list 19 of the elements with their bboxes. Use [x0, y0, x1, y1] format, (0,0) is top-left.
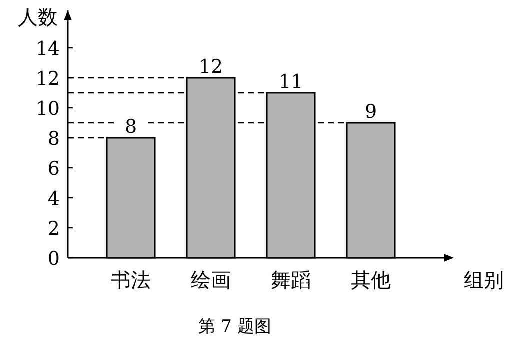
x-tick-label: 绘画 — [191, 268, 231, 292]
data-label: 11 — [278, 71, 304, 93]
x-tick-label: 书法 — [111, 268, 151, 292]
x-tick-label: 其他 — [351, 268, 391, 292]
data-label: 9 — [364, 101, 378, 123]
y-tick-label: 6 — [48, 158, 60, 180]
y-tick-label: 14 — [36, 38, 60, 60]
y-tick-label: 4 — [48, 188, 60, 210]
y-tick-label: 10 — [36, 98, 60, 120]
y-tick-label: 2 — [48, 218, 60, 240]
y-tick-label: 8 — [48, 128, 60, 150]
y-tick-label: 12 — [36, 68, 60, 90]
text: 第 7 题图 — [198, 317, 272, 337]
x-axis-title: 组别 — [464, 268, 504, 292]
y-axis-title: 人数 — [18, 5, 58, 29]
x-tick-label: 舞蹈 — [271, 268, 311, 292]
data-label: 12 — [198, 56, 224, 78]
data-label: 8 — [124, 116, 138, 138]
y-tick-label: 0 — [48, 248, 60, 270]
